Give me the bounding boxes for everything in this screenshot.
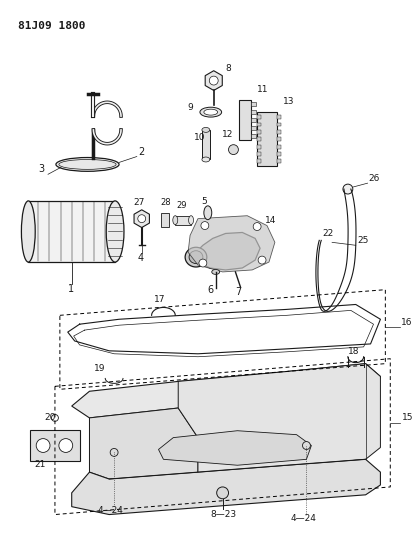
Circle shape bbox=[343, 184, 353, 194]
Bar bbox=[257, 138, 261, 141]
Polygon shape bbox=[134, 210, 149, 228]
Bar bbox=[251, 110, 256, 114]
Text: 20: 20 bbox=[44, 413, 56, 422]
Circle shape bbox=[258, 256, 266, 264]
Text: 17: 17 bbox=[154, 295, 165, 303]
Ellipse shape bbox=[59, 159, 116, 169]
Circle shape bbox=[201, 222, 209, 230]
Ellipse shape bbox=[56, 158, 119, 171]
Ellipse shape bbox=[202, 127, 210, 132]
Text: 7: 7 bbox=[235, 287, 242, 296]
Text: 4: 4 bbox=[138, 253, 144, 263]
Circle shape bbox=[303, 441, 310, 449]
Text: 11: 11 bbox=[257, 85, 269, 94]
Text: 2: 2 bbox=[138, 147, 144, 157]
Text: 6: 6 bbox=[208, 285, 214, 295]
Polygon shape bbox=[72, 364, 381, 418]
Bar bbox=[277, 138, 281, 141]
Ellipse shape bbox=[185, 247, 207, 267]
Bar bbox=[257, 123, 261, 126]
Polygon shape bbox=[196, 232, 260, 270]
Text: 10: 10 bbox=[194, 133, 205, 142]
Text: 26: 26 bbox=[369, 174, 380, 183]
Text: 28: 28 bbox=[161, 198, 171, 207]
Text: 81J09 1800: 81J09 1800 bbox=[18, 21, 86, 31]
Text: 4—24: 4—24 bbox=[98, 506, 123, 514]
Circle shape bbox=[209, 76, 218, 85]
Bar bbox=[277, 144, 281, 149]
Text: 22: 22 bbox=[322, 229, 334, 238]
Polygon shape bbox=[159, 431, 311, 465]
Circle shape bbox=[253, 223, 261, 230]
Bar bbox=[257, 152, 261, 156]
Ellipse shape bbox=[22, 201, 35, 262]
Bar bbox=[161, 213, 169, 227]
Circle shape bbox=[217, 487, 229, 499]
Circle shape bbox=[59, 439, 73, 453]
Circle shape bbox=[138, 215, 146, 223]
Bar bbox=[257, 115, 261, 119]
Text: 25: 25 bbox=[358, 236, 369, 245]
Bar bbox=[251, 134, 256, 138]
Bar bbox=[277, 130, 281, 134]
Bar bbox=[257, 112, 277, 166]
Ellipse shape bbox=[204, 109, 218, 115]
Bar bbox=[257, 144, 261, 149]
Ellipse shape bbox=[106, 201, 124, 262]
Polygon shape bbox=[188, 216, 275, 272]
Text: 15: 15 bbox=[402, 413, 414, 422]
Text: 13: 13 bbox=[283, 97, 294, 106]
Text: 16: 16 bbox=[401, 318, 413, 327]
Ellipse shape bbox=[204, 206, 212, 220]
Bar bbox=[175, 216, 191, 224]
Bar bbox=[30, 430, 80, 461]
Circle shape bbox=[51, 415, 59, 422]
Bar bbox=[257, 130, 261, 134]
Ellipse shape bbox=[202, 157, 210, 162]
Text: 4—24: 4—24 bbox=[290, 514, 317, 523]
Text: 21: 21 bbox=[34, 460, 46, 469]
Text: 12: 12 bbox=[222, 130, 233, 139]
Text: 18: 18 bbox=[348, 347, 359, 356]
Ellipse shape bbox=[173, 216, 178, 224]
Bar bbox=[277, 152, 281, 156]
Text: 14: 14 bbox=[265, 216, 276, 224]
Text: 5: 5 bbox=[201, 197, 207, 206]
Polygon shape bbox=[205, 71, 222, 91]
Bar bbox=[202, 130, 210, 159]
Text: 27: 27 bbox=[134, 198, 145, 207]
Ellipse shape bbox=[212, 270, 220, 274]
Bar bbox=[277, 159, 281, 164]
Text: 1: 1 bbox=[68, 284, 74, 294]
Text: 19: 19 bbox=[94, 364, 106, 373]
Bar bbox=[277, 115, 281, 119]
Circle shape bbox=[229, 144, 238, 155]
Bar bbox=[28, 201, 115, 262]
Ellipse shape bbox=[200, 107, 222, 117]
Bar bbox=[239, 100, 251, 140]
Bar bbox=[277, 123, 281, 126]
Text: 29: 29 bbox=[176, 201, 187, 210]
Bar bbox=[251, 118, 256, 122]
Text: 3: 3 bbox=[38, 164, 44, 174]
Ellipse shape bbox=[189, 251, 203, 263]
Circle shape bbox=[199, 259, 207, 267]
Text: 9: 9 bbox=[187, 103, 193, 112]
Ellipse shape bbox=[188, 216, 193, 224]
Polygon shape bbox=[72, 459, 381, 514]
Polygon shape bbox=[90, 408, 198, 479]
Bar bbox=[251, 102, 256, 106]
Text: 8—23: 8—23 bbox=[211, 510, 237, 519]
Circle shape bbox=[110, 448, 118, 456]
Polygon shape bbox=[178, 364, 381, 475]
Bar bbox=[251, 126, 256, 130]
Bar bbox=[257, 159, 261, 164]
Text: 8: 8 bbox=[226, 64, 231, 72]
Circle shape bbox=[36, 439, 50, 453]
